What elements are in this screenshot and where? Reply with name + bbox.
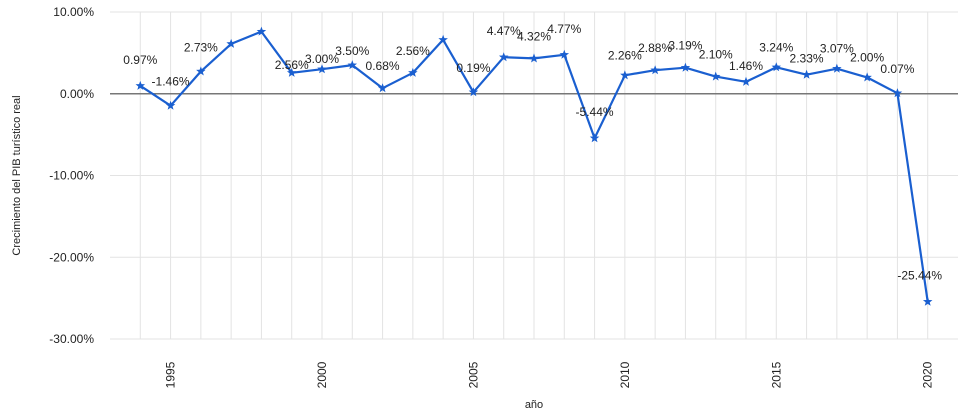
x-tick-label: 2005 — [466, 361, 480, 388]
y-tick-label: -10.00% — [49, 169, 94, 183]
data-label: 2.88% — [638, 41, 672, 55]
y-tick-label: -20.00% — [49, 250, 94, 264]
data-label: 3.50% — [335, 44, 369, 58]
data-point-marker — [468, 87, 479, 97]
data-point-marker — [347, 60, 358, 70]
data-label: -5.44% — [576, 105, 614, 119]
x-axis-title: año — [525, 399, 543, 411]
data-label: 0.07% — [880, 62, 914, 76]
data-point-marker — [165, 100, 176, 110]
data-label: 4.77% — [547, 22, 581, 36]
data-label: 0.97% — [123, 53, 157, 67]
data-label: 2.26% — [608, 48, 642, 62]
data-label: 3.07% — [820, 42, 854, 56]
data-point-marker — [801, 69, 812, 79]
data-label: -1.46% — [152, 75, 190, 89]
data-label: 2.56% — [396, 44, 430, 58]
data-label: 4.32% — [517, 29, 551, 43]
data-point-marker — [589, 133, 600, 143]
data-point-marker — [377, 83, 388, 93]
data-point-marker — [832, 63, 842, 73]
data-label: 1.46% — [729, 59, 763, 73]
data-point-marker — [529, 53, 539, 63]
x-tick-label: 2020 — [921, 361, 935, 388]
data-point-marker — [680, 62, 691, 72]
data-label: 2.73% — [184, 40, 218, 54]
data-label: 3.24% — [759, 40, 793, 54]
grid — [110, 11, 958, 340]
data-point-marker — [256, 26, 267, 36]
data-point-marker — [710, 71, 721, 81]
data-label: 2.10% — [699, 48, 733, 62]
data-point-marker — [317, 64, 327, 74]
data-point-marker — [286, 67, 297, 77]
data-label: 3.00% — [305, 52, 339, 66]
x-tick-label: 1995 — [164, 361, 178, 388]
y-axis-title: Crecimiento del PIB turístico real — [11, 95, 23, 255]
y-tick-label: -30.00% — [49, 332, 94, 346]
data-point-marker — [559, 49, 570, 59]
data-point-marker — [620, 70, 630, 80]
y-tick-label: 10.00% — [53, 5, 94, 19]
data-label: 4.47% — [487, 24, 521, 38]
data-point-marker — [922, 296, 933, 306]
data-point-marker — [408, 67, 418, 77]
data-label: 0.19% — [456, 61, 490, 75]
data-label: 2.33% — [790, 52, 824, 66]
data-point-marker — [892, 88, 903, 98]
series-markers — [135, 26, 933, 306]
data-label: 0.68% — [366, 59, 400, 73]
data-label: 2.56% — [275, 58, 309, 72]
x-tick-label: 2015 — [769, 361, 783, 388]
data-point-marker — [196, 66, 206, 76]
data-point-marker — [771, 62, 782, 72]
data-point-marker — [135, 80, 146, 90]
x-axis-ticks: 1995 2000 2005 2010 2015 2020 — [164, 361, 935, 388]
data-point-marker — [226, 38, 236, 48]
x-tick-label: 2000 — [315, 361, 329, 388]
data-point-marker — [438, 34, 448, 44]
data-label: 2.00% — [850, 50, 884, 64]
x-tick-label: 2010 — [618, 361, 632, 388]
y-axis-ticks: 10.00% 0.00% -10.00% -20.00% -30.00% — [49, 5, 94, 346]
data-point-marker — [650, 65, 660, 75]
data-label: 3.19% — [668, 39, 702, 53]
y-tick-label: 0.00% — [60, 87, 94, 101]
data-label: -25.44% — [897, 269, 942, 283]
data-point-marker — [498, 52, 509, 62]
data-labels: 0.97%-1.46%2.73%2.56%3.00%3.50%0.68%2.56… — [123, 22, 942, 283]
data-point-marker — [741, 76, 751, 86]
data-point-marker — [862, 72, 872, 82]
